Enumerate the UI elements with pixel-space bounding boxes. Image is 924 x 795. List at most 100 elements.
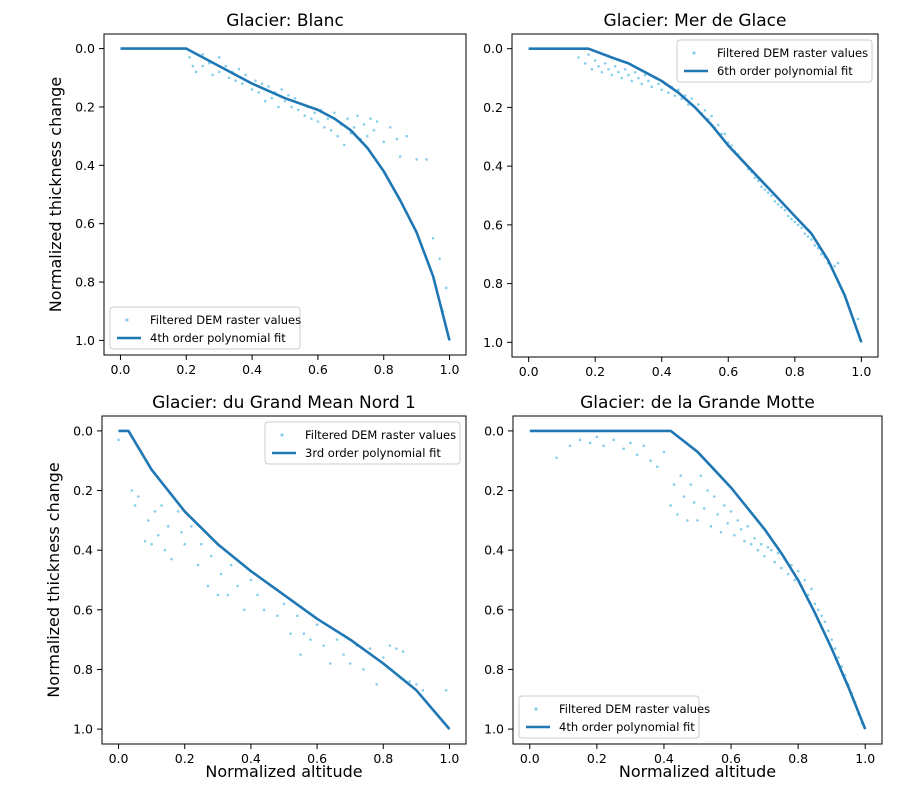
data-point — [610, 73, 614, 77]
data-point — [720, 132, 723, 136]
data-point — [583, 62, 587, 65]
data-point — [679, 474, 683, 477]
y-tick-label: 0.0 — [483, 41, 503, 56]
data-point — [669, 504, 672, 507]
x-tick-label: 1.0 — [851, 364, 871, 379]
data-point — [770, 548, 773, 552]
data-point — [170, 557, 173, 561]
data-point — [372, 129, 376, 132]
x-tick-label: 0.8 — [373, 751, 393, 766]
data-point — [833, 647, 837, 650]
data-point — [716, 513, 719, 516]
data-point — [425, 158, 428, 161]
data-point — [578, 438, 582, 442]
data-point — [657, 82, 660, 86]
data-point — [622, 447, 625, 451]
data-point — [677, 88, 680, 92]
data-point — [262, 608, 266, 612]
y-tick-label: 0.2 — [483, 100, 503, 115]
data-point — [401, 650, 405, 653]
data-point — [689, 483, 693, 486]
data-point — [283, 99, 287, 103]
data-point — [776, 551, 780, 555]
data-point — [710, 114, 713, 118]
data-point — [712, 495, 716, 498]
data-point — [267, 85, 270, 88]
data-point — [201, 53, 205, 56]
legend-box — [264, 421, 461, 465]
data-point — [375, 683, 378, 686]
data-point — [227, 76, 231, 80]
y-tick-label: 0.8 — [483, 276, 503, 291]
panel-1: Glacier: Blanc 0.0 0.2 0.4 0.6 0.8 1.0 0.0 0.2 0.… — [46, 11, 467, 377]
data-point — [780, 205, 783, 209]
y-tick-label: 0.0 — [484, 423, 504, 438]
data-point — [810, 238, 813, 241]
y-tick-label: 1.0 — [75, 333, 95, 348]
plot-area — [117, 429, 451, 730]
data-point — [117, 438, 120, 442]
data-point — [640, 82, 644, 86]
legend-label: 4th order polynomial fit — [559, 720, 695, 734]
data-point — [244, 73, 247, 77]
data-point — [381, 656, 385, 659]
data-point — [770, 194, 773, 197]
x-tick-label: 0.2 — [175, 751, 195, 766]
legend-label: Filtered DEM raster values — [559, 702, 710, 716]
data-point — [587, 53, 590, 56]
legend-marker-points — [534, 707, 538, 711]
data-point — [796, 223, 800, 227]
x-tick-label: 1.0 — [440, 362, 460, 377]
data-point — [837, 656, 840, 659]
data-point — [660, 88, 664, 92]
data-point — [600, 70, 604, 74]
y-tick-label: 0.6 — [483, 217, 503, 232]
x-tick-label: 1.0 — [855, 751, 875, 766]
data-point — [156, 533, 160, 537]
data-point — [595, 435, 599, 439]
data-point — [438, 257, 441, 261]
data-point — [697, 103, 700, 106]
y-axis-label: Normalized thickness change — [46, 77, 65, 312]
data-point — [194, 70, 198, 74]
data-point — [680, 97, 683, 100]
data-point — [405, 134, 409, 138]
data-point — [352, 126, 356, 129]
data-point — [137, 495, 140, 498]
data-point — [810, 587, 813, 591]
plot-frame — [511, 33, 879, 358]
legend-label: Filtered DEM raster values — [717, 46, 868, 60]
data-point — [682, 495, 686, 498]
y-tick-label: 1.0 — [483, 335, 503, 350]
data-point — [286, 93, 290, 97]
data-point — [368, 647, 372, 650]
data-point — [577, 56, 580, 59]
data-point — [803, 578, 807, 582]
data-point — [813, 602, 817, 606]
data-point — [299, 653, 302, 656]
data-point — [388, 644, 392, 647]
data-point — [603, 62, 607, 65]
data-point — [827, 629, 830, 632]
x-tick-label: 0.8 — [785, 364, 805, 379]
x-axis-label: Normalized altitude — [205, 762, 362, 781]
data-point — [649, 459, 652, 463]
fit-curve — [120, 47, 451, 341]
data-point — [188, 56, 191, 59]
data-point — [723, 504, 726, 507]
data-point — [856, 317, 860, 321]
data-point — [263, 99, 267, 103]
y-tick-label: 1.0 — [484, 722, 504, 737]
data-point — [395, 647, 398, 650]
legend-label: 6th order polynomial fit — [717, 64, 853, 78]
data-point — [316, 120, 320, 123]
data-point — [346, 117, 349, 120]
data-point — [444, 689, 448, 692]
data-point — [382, 140, 386, 144]
data-point — [329, 129, 333, 132]
data-point — [800, 226, 803, 230]
data-point — [249, 578, 253, 582]
plot-frame — [101, 415, 467, 745]
panel-title: Glacier: Blanc — [226, 11, 344, 31]
